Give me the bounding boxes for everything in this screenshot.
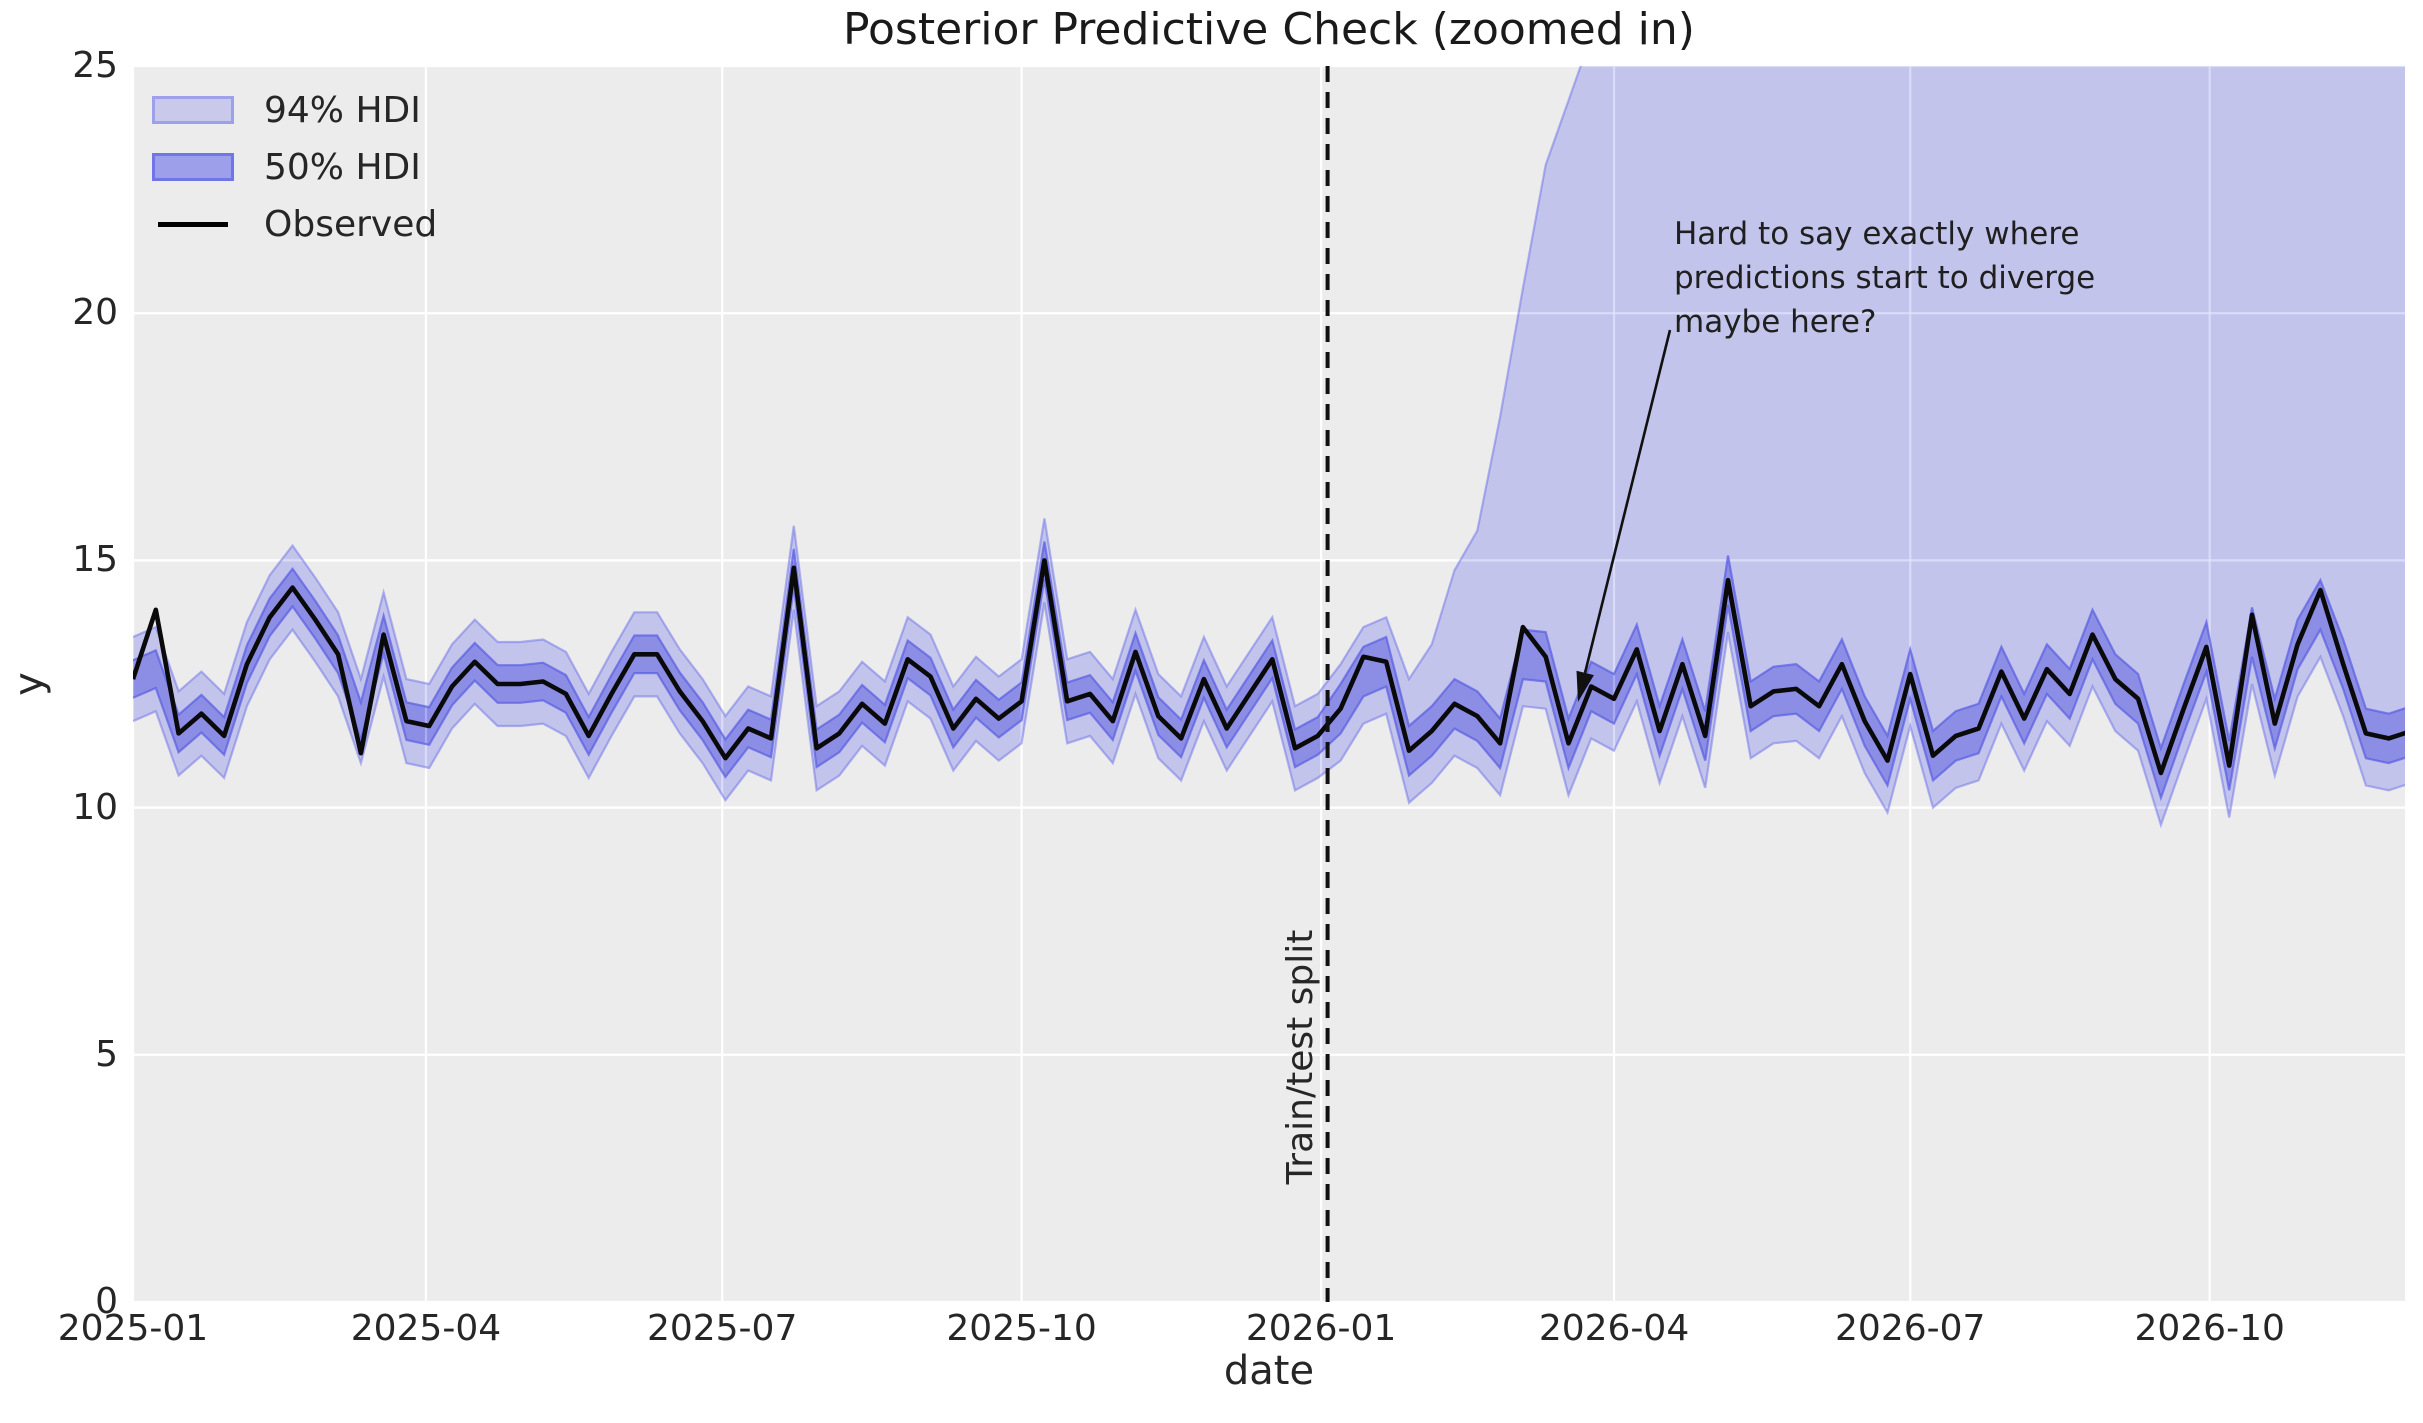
y-tick-label: 15 [72,539,118,581]
x-tick-label: 2025-10 [946,1308,1097,1349]
y-tick-label: 10 [72,786,118,828]
split-line-label: Train/test split [1280,929,1321,1185]
annotation-arrow-line [1583,329,1672,674]
x-tick-label: 2026-07 [1835,1308,1986,1349]
legend-label: 94% HDI [264,89,421,131]
y-tick-label: 5 [95,1033,118,1075]
legend-item-94-hdi: 94% HDI [152,88,437,132]
y-tick-label: 20 [72,292,118,334]
hdi-band-edge [133,66,1582,719]
observed-line [133,558,2405,776]
observed-line-swatch-icon [152,202,234,246]
hdi50-swatch-icon [152,153,234,181]
hdi50-band [133,541,2405,798]
legend-label: 50% HDI [264,146,421,188]
x-tick-label: 2025-01 [57,1308,209,1349]
hdi-band-edge [133,579,2405,802]
x-tick-label: 2026-01 [1245,1308,1397,1349]
x-tick-label: 2025-04 [350,1308,502,1349]
chart-title: Posterior Predictive Check (zoomed in) [843,4,1695,55]
x-axis-label: date [1223,1348,1315,1394]
x-tick-label: 2026-04 [1538,1308,1690,1349]
hdi-band-edge [133,602,2405,829]
legend-item-observed: Observed [152,202,437,246]
hdi94-swatch-icon [152,96,234,124]
y-axis-label: y [6,672,52,696]
annotation-text: Hard to say exactly where predictions st… [1674,216,2096,340]
legend: 94% HDI 50% HDI Observed [152,88,437,246]
legend-item-50-hdi: 50% HDI [152,145,437,189]
legend-label: Observed [264,203,438,245]
annotation-arrowhead-icon [1576,670,1594,702]
y-tick-label: 25 [72,45,118,86]
x-tick-label: 2026-10 [2134,1308,2285,1349]
y-tick-label: 0 [95,1281,118,1322]
hdi94-band [133,66,2405,825]
hdi-band-edge [133,541,2405,752]
x-tick-label: 2025-07 [646,1308,798,1349]
